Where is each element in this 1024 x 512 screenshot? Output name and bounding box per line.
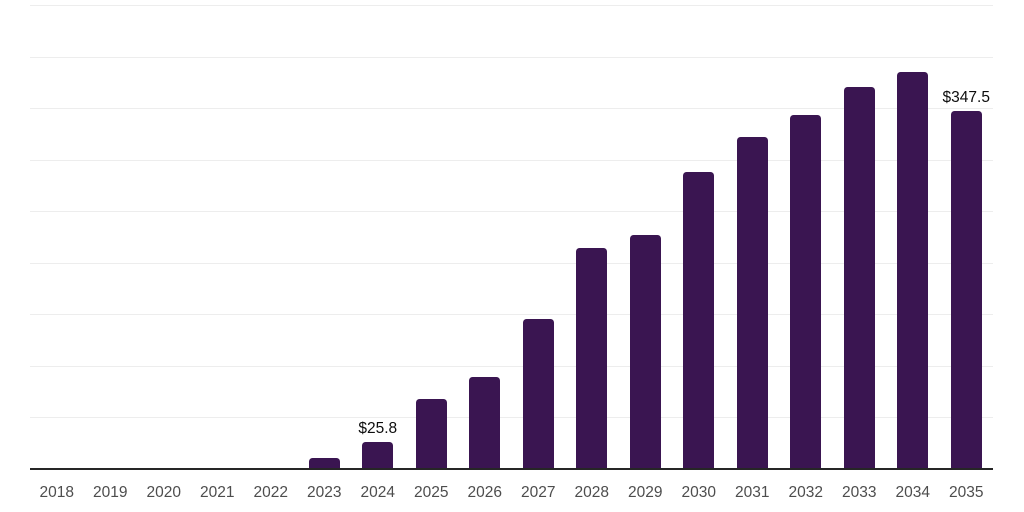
x-tick-2022: 2022 — [253, 484, 288, 501]
gridline — [30, 417, 993, 419]
bar-2023 — [308, 457, 340, 469]
bar-2027 — [522, 319, 554, 469]
x-tick-2018: 2018 — [39, 484, 74, 501]
gridline — [30, 262, 993, 264]
bar-2029 — [629, 234, 661, 469]
data-label-2024: $25.8 — [358, 420, 398, 438]
gridline — [30, 211, 993, 213]
x-tick-2020: 2020 — [146, 484, 181, 501]
x-tick-2023: 2023 — [307, 484, 342, 501]
x-tick-2029: 2029 — [628, 484, 663, 501]
gridline — [30, 108, 993, 110]
gridline — [30, 56, 993, 58]
x-tick-2019: 2019 — [93, 484, 128, 501]
x-tick-2030: 2030 — [681, 484, 716, 501]
bar-2035 — [950, 110, 982, 469]
x-tick-2024: 2024 — [360, 484, 395, 501]
data-label-2035: $347.5 — [942, 88, 990, 106]
x-tick-2028: 2028 — [574, 484, 609, 501]
x-tick-2033: 2033 — [842, 484, 877, 501]
x-axis-line — [30, 468, 993, 470]
x-tick-2021: 2021 — [200, 484, 235, 501]
gridline — [30, 5, 993, 6]
x-tick-2026: 2026 — [467, 484, 502, 501]
x-tick-2025: 2025 — [414, 484, 449, 501]
bar-2034 — [897, 72, 929, 469]
gridline — [30, 159, 993, 161]
bar-2024 — [362, 442, 394, 469]
bar-2032 — [790, 115, 822, 469]
gridline — [30, 365, 993, 367]
x-tick-2034: 2034 — [895, 484, 930, 501]
bar-2033 — [843, 87, 875, 469]
bar-2025 — [415, 398, 447, 469]
bar-2026 — [469, 377, 501, 469]
x-tick-2032: 2032 — [788, 484, 823, 501]
x-tick-2031: 2031 — [735, 484, 770, 501]
x-tick-2027: 2027 — [521, 484, 556, 501]
gridline — [30, 314, 993, 316]
bar-2028 — [576, 248, 608, 469]
x-tick-2035: 2035 — [949, 484, 984, 501]
bar-2030 — [683, 172, 715, 469]
bar-2031 — [736, 136, 768, 469]
